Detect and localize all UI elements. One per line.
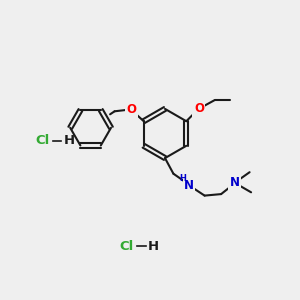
Text: O: O	[194, 102, 204, 115]
Text: N: N	[184, 178, 194, 192]
Text: O: O	[126, 103, 136, 116]
Text: H: H	[147, 239, 159, 253]
Text: N: N	[230, 176, 240, 189]
Text: Cl: Cl	[35, 134, 49, 148]
Text: Cl: Cl	[119, 239, 133, 253]
Text: H: H	[63, 134, 75, 148]
Text: H: H	[179, 174, 186, 183]
